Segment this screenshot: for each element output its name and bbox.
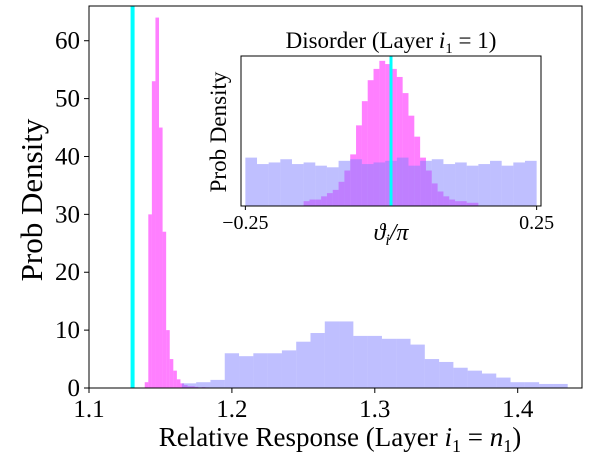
main-series1-bar-0 [181,383,197,388]
main-series1-bar-11 [339,321,354,388]
inset-series0-bar-13 [379,60,386,206]
inset-series1-bar-3 [280,159,292,206]
inset-series1-bar-9 [350,159,362,206]
main-series1-bar-7 [281,350,297,388]
inset-series1-bar-11 [373,162,386,206]
main-series1-bar-9 [310,333,325,388]
inset-series1-bar-5 [303,162,316,206]
inset-series0-bar-14 [385,64,391,206]
main-x-tick-label-2: 1.3 [359,396,390,423]
inset-series1-bar-21 [490,160,502,206]
main-y-tick-label-1: 10 [55,317,80,344]
main-series1-bar-4 [239,356,254,388]
main-series0-bar-2 [151,81,156,388]
main-series1-bar-16 [410,344,425,388]
inset-x-tick-label-1: 0.25 [519,212,554,234]
inset-y-axis-label: Prob Density [206,71,231,192]
main-y-tick-label-5: 50 [55,86,80,113]
main-series1-bar-17 [424,359,440,388]
main-plot: 1.1 1.2 1.3 1.4 0 10 20 30 40 50 60 Relative Resp… [14,5,583,456]
main-series1-bar-20 [467,370,482,388]
main-series1-bar-1 [196,382,211,388]
main-series0-bar-8 [173,370,177,388]
inset-series1-bar-15 [420,160,432,206]
inset-series1-bar-6 [315,165,327,206]
main-series1-bar-24 [524,382,540,388]
main-x-axis-label: Relative Response (Layer i1 = n1) [159,422,521,456]
main-y-ticks: 0 10 20 30 40 50 60 [55,28,89,402]
inset-series1-bar-7 [326,167,339,206]
inset-series1-bar-23 [513,162,525,206]
main-series1-bar-8 [296,341,311,388]
inset-series1-bar-0 [245,157,258,206]
main-series0-bar-4 [159,127,163,388]
main-y-tick-label-6: 60 [55,28,80,55]
main-series1-bar-12 [353,335,368,388]
inset-series1-bar-10 [361,164,374,206]
inset-series0-bar-11 [367,80,374,206]
main-series1-bar-15 [396,338,411,388]
main-y-tick-label-2: 20 [55,259,80,286]
inset-series1-bar-2 [268,162,281,206]
main-series1-bar-19 [453,367,468,388]
main-series1-bar-22 [496,377,511,388]
inset-series1-bar-22 [501,165,514,206]
main-series1-bar-13 [367,335,382,388]
inset-series1-bar-17 [443,164,456,206]
main-series0-bar-9 [176,379,181,388]
inset-title: Disorder (Layer i1 = 1) [286,28,497,57]
inset-bars [245,60,537,206]
main-series1-bar-14 [381,338,397,388]
inset-series1-bar-13 [396,157,409,206]
main-series1-bar-2 [210,379,225,388]
inset-axes-frame [240,55,542,207]
inset-series0-bar-12 [373,68,380,206]
main-y-tick-label-0: 0 [68,375,81,402]
inset-series0-bar-17 [402,93,409,206]
main-series0-bar-1 [148,214,152,388]
main-series1-bar-18 [439,361,454,388]
main-series1-bar-23 [510,382,525,388]
inset-x-tick-label-0: −0.25 [222,212,268,234]
main-series0-bar-7 [169,359,174,388]
main-bars [144,17,568,389]
inset-series1-bar-24 [524,160,537,206]
main-series0-bar-5 [162,231,167,388]
main-x-tick-label-0: 1.1 [73,396,104,423]
main-y-tick-label-4: 40 [55,143,80,170]
main-series1-bar-10 [324,321,340,388]
inset-series1-bar-19 [466,165,479,206]
main-x-tick-label-1: 1.2 [216,396,247,423]
main-series1-bar-21 [481,373,497,388]
main-axes-frame [88,5,583,389]
inset-series1-bar-16 [431,159,444,206]
inset-series0-bar-10 [361,101,368,206]
main-series1-bar-3 [224,353,240,388]
inset-series1-bar-20 [478,164,491,206]
main-series1-bar-6 [267,353,282,388]
inset-series1-bar-18 [455,162,467,206]
inset-x-ticks: −0.25 0.25 [222,206,554,234]
main-series0-bar-6 [166,330,170,388]
inset-series1-bar-14 [408,165,421,206]
main-x-ticks: 1.1 1.2 1.3 1.4 [73,388,534,423]
inset-series0-bar-15 [391,68,397,206]
main-y-tick-label-3: 30 [55,201,80,228]
main-series0-bar-0 [144,382,149,388]
inset-series1-bar-1 [257,164,269,206]
main-series1-bar-25 [539,383,554,388]
inset-plot: −0.25 0.25 Disorder (Layer i1 = 1) ϑi/π P… [206,28,554,249]
main-series0-bar-3 [155,17,160,389]
main-series1-bar-26 [553,383,568,388]
inset-series1-bar-8 [338,160,351,206]
main-x-tick-label-3: 1.4 [502,396,534,423]
main-series1-bar-5 [253,353,268,388]
inset-x-axis-label: ϑi/π [374,220,410,249]
inset-series0-bar-16 [396,76,403,206]
inset-series0-bar-18 [408,115,415,206]
main-y-axis-label: Prob Density [14,118,49,281]
inset-series1-bar-4 [291,164,304,206]
